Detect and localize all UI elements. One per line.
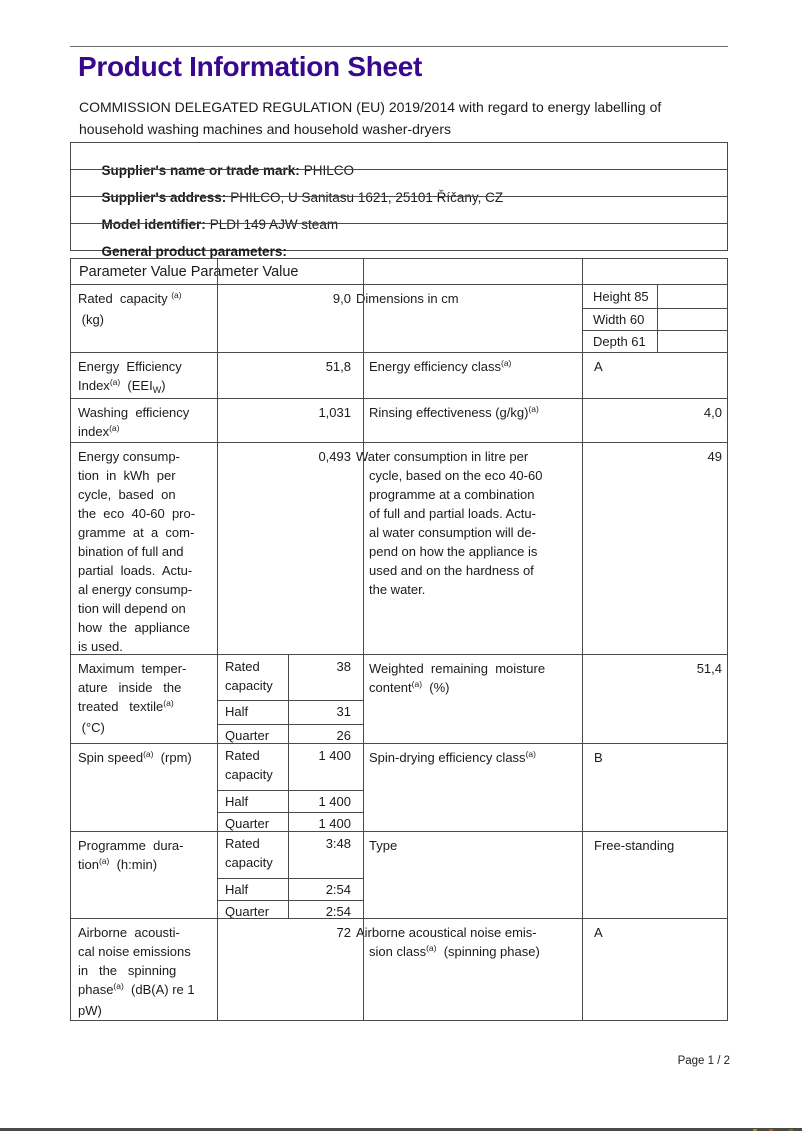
regulation-intro: COMMISSION DELEGATED REGULATION (EU) 201… bbox=[79, 99, 662, 137]
maxtemp-half-value: 31 bbox=[336, 704, 351, 719]
rated-capacity-value: 9,0 bbox=[332, 291, 351, 306]
spin-drying-class-label: Spin-drying efficiency class(a) bbox=[369, 749, 536, 765]
dimension-width: Width 60 bbox=[593, 312, 645, 327]
duration-rated-label: Rated capacity bbox=[225, 836, 273, 870]
programme-duration-label: Programme dura- tion(a) (h:min) bbox=[78, 838, 184, 872]
row-maximum-temperature: Maximum temper- ature inside the treated… bbox=[71, 654, 727, 743]
noise-class-value: A bbox=[594, 925, 603, 940]
scan-artifact bbox=[753, 1129, 757, 1131]
model-identifier-label: Model identifier: bbox=[101, 217, 206, 232]
max-temperature-label: Maximum temper- ature inside the treated… bbox=[78, 661, 187, 735]
maxtemp-rated-value: 38 bbox=[336, 659, 351, 674]
maxtemp-rated-label: Rated capacity bbox=[225, 659, 273, 693]
duration-quarter-label: Quarter bbox=[225, 904, 270, 919]
washing-index-label: Washing efficiency index(a) bbox=[78, 405, 190, 439]
row-airborne-noise: Airborne acousti- cal noise emissions in… bbox=[71, 918, 727, 1021]
row-programme-duration: Programme dura- tion(a) (h:min) Rated ca… bbox=[71, 831, 727, 919]
duration-half-label: Half bbox=[225, 882, 249, 897]
energy-class-label: Energy efficiency class(a) bbox=[369, 358, 512, 374]
water-consumption-label: Water consumption in litre per cycle, ba… bbox=[356, 449, 543, 597]
noise-value: 72 bbox=[336, 925, 351, 940]
rinsing-label: Rinsing effectiveness (g/kg)(a) bbox=[369, 404, 539, 420]
general-parameters-row: General product parameters: bbox=[70, 223, 728, 259]
supplier-name-value: PHILCO bbox=[303, 163, 355, 178]
rinsing-value: 4,0 bbox=[703, 405, 722, 420]
table-header-text: Parameter Value Parameter Value bbox=[79, 264, 299, 280]
page-number: Page 1 / 2 bbox=[677, 1055, 730, 1067]
row-rated-capacity: Rated capacity (a) (kg) 9,0 Dimensions i… bbox=[71, 284, 727, 352]
model-identifier-row: Model identifier: PLDI 149 AJW steam bbox=[70, 196, 728, 232]
model-identifier-value: PLDI 149 AJW steam bbox=[209, 217, 339, 232]
noise-class-label: Airborne acoustical noise emis- sion cla… bbox=[356, 925, 540, 959]
rated-capacity-label: Rated capacity (a) (kg) bbox=[78, 290, 182, 327]
duration-half-value: 2:54 bbox=[325, 882, 351, 897]
spin-half-value: 1 400 bbox=[318, 794, 351, 809]
maxtemp-quarter-value: 26 bbox=[336, 728, 351, 743]
row-energy-consumption: Energy consump- tion in kWh per cycle, b… bbox=[71, 442, 727, 654]
noise-label: Airborne acousti- cal noise emissions in… bbox=[78, 925, 195, 1018]
row-spin-speed: Spin speed(a) (rpm) Rated capacity 1 400… bbox=[71, 743, 727, 831]
moisture-label: Weighted remaining moisture content(a) (… bbox=[369, 661, 546, 695]
maxtemp-half-label: Half bbox=[225, 704, 249, 719]
page-bottom-edge bbox=[0, 1128, 802, 1131]
duration-quarter-value: 2:54 bbox=[325, 904, 351, 919]
supplier-name-label: Supplier's name or trade mark: bbox=[101, 163, 300, 178]
dimension-depth: Depth 61 bbox=[593, 334, 646, 349]
duration-rated-value: 3:48 bbox=[325, 836, 351, 851]
page-title: Product Information Sheet bbox=[78, 51, 423, 82]
type-value: Free-standing bbox=[594, 838, 675, 853]
supplier-address-label: Supplier's address: bbox=[101, 190, 227, 205]
spin-drying-class-value: B bbox=[594, 750, 603, 765]
row-washing-efficiency: Washing efficiency index(a) 1,031 Rinsin… bbox=[71, 398, 727, 442]
spin-quarter-label: Quarter bbox=[225, 816, 270, 831]
supplier-address-row: Supplier's address: PHILCO, U Sanitasu 16… bbox=[70, 169, 728, 205]
supplier-name-row: Supplier's name or trade mark: PHILCO bbox=[70, 142, 728, 178]
maxtemp-quarter-label: Quarter bbox=[225, 728, 270, 743]
spin-speed-label: Spin speed(a) (rpm) bbox=[78, 749, 192, 765]
info-rows: Supplier's name or trade mark: PHILCO Sup… bbox=[70, 142, 728, 259]
dimension-height: Height 85 bbox=[593, 289, 649, 304]
eei-label: Energy Efficiency Index(a) (EEIW) bbox=[78, 359, 182, 395]
moisture-value: 51,4 bbox=[696, 661, 722, 676]
type-label: Type bbox=[369, 838, 398, 853]
washing-index-value: 1,031 bbox=[318, 405, 351, 420]
spin-half-label: Half bbox=[225, 794, 249, 809]
spin-quarter-value: 1 400 bbox=[318, 816, 351, 831]
dimensions-label: Dimensions in cm bbox=[356, 291, 459, 306]
parameters-table: Parameter Value Parameter Value Rated ca… bbox=[70, 258, 728, 1021]
spin-rated-value: 1 400 bbox=[318, 748, 351, 763]
scan-artifact bbox=[789, 1129, 793, 1131]
energy-class-value: A bbox=[594, 359, 603, 374]
eei-value: 51,8 bbox=[325, 359, 351, 374]
row-energy-efficiency-index: Energy Efficiency Index(a) (EEIW) 51,8 E… bbox=[71, 352, 727, 398]
water-consumption-value: 49 bbox=[707, 449, 722, 464]
top-rule bbox=[70, 46, 728, 47]
supplier-address-value: PHILCO, U Sanitasu 1621, 25101 Říčany, C… bbox=[230, 190, 504, 205]
general-parameters-label: General product parameters: bbox=[101, 244, 287, 259]
energy-consumption-label: Energy consump- tion in kWh per cycle, b… bbox=[78, 449, 196, 654]
table-header-row: Parameter Value Parameter Value bbox=[71, 259, 727, 284]
energy-consumption-value: 0,493 bbox=[318, 449, 351, 464]
spin-rated-label: Rated capacity bbox=[225, 748, 273, 782]
scan-artifact bbox=[769, 1129, 773, 1131]
